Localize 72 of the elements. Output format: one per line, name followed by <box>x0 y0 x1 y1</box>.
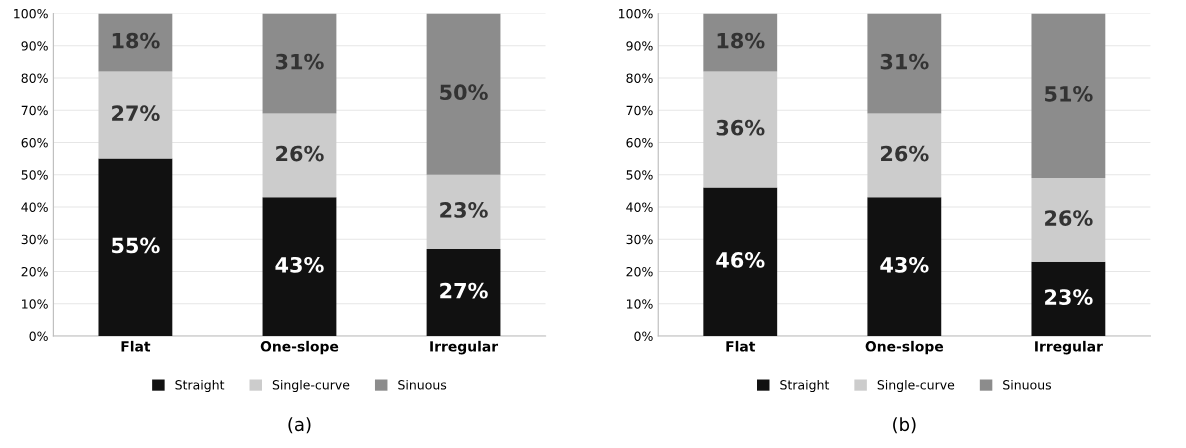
y-tick-label: 80% <box>21 73 48 83</box>
bar <box>703 187 778 336</box>
y-tick-label: 30% <box>626 234 653 245</box>
data-label: 55% <box>112 237 160 254</box>
y-tick-label: 20% <box>626 266 653 277</box>
y-tick-label: 90% <box>21 41 48 51</box>
bar <box>426 248 501 336</box>
data-label: 36% <box>716 119 765 136</box>
y-tick-label: 50% <box>626 170 653 180</box>
data-label: 26% <box>276 145 324 162</box>
bar <box>426 13 501 175</box>
data-label: 31% <box>880 53 929 70</box>
data-label: 43% <box>880 256 929 273</box>
data-label: 27% <box>440 282 488 299</box>
y-tick-label: 60% <box>626 137 653 148</box>
y-tick-label: 10% <box>626 299 653 309</box>
bar <box>867 13 942 114</box>
x-tick-label: Flat <box>726 340 756 352</box>
bar <box>1031 13 1106 178</box>
data-label: 18% <box>112 32 160 49</box>
bar <box>262 13 337 114</box>
bar <box>1031 177 1106 262</box>
data-label: 26% <box>881 145 929 162</box>
y-tick-label: 70% <box>626 105 653 116</box>
bar <box>262 197 337 336</box>
data-label: 51% <box>1045 85 1093 102</box>
x-tick-label: Irregular <box>430 340 499 355</box>
bar <box>262 113 337 198</box>
legend-label: Straight <box>175 379 225 392</box>
bar <box>98 13 173 72</box>
x-tick-label: Flat <box>121 340 151 352</box>
bar <box>867 113 942 198</box>
x-tick-label: One-slope <box>865 340 944 355</box>
y-tick-label: 0% <box>634 331 653 341</box>
y-tick-label: 50% <box>21 170 48 180</box>
y-tick-label: 90% <box>626 41 653 51</box>
bar <box>703 71 778 188</box>
data-label: 23% <box>440 202 488 218</box>
bar <box>98 158 173 336</box>
legend-label: Straight <box>780 379 830 392</box>
bar <box>703 13 778 72</box>
data-label: 31% <box>275 53 324 70</box>
y-tick-label: 20% <box>21 266 48 277</box>
y-tick-label: 100% <box>14 8 48 19</box>
y-tick-label: 80% <box>626 73 653 83</box>
y-tick-label: 30% <box>21 234 48 245</box>
text: (b) <box>893 417 916 434</box>
x-tick-label: One-slope <box>260 340 339 355</box>
y-tick-label: 40% <box>626 202 653 212</box>
data-label: 27% <box>112 105 160 122</box>
legend-label: Sinuous <box>398 379 447 390</box>
legend-label: Sinuous <box>1003 379 1052 390</box>
bar <box>867 197 942 336</box>
data-label: 50% <box>440 84 488 101</box>
legend-label: Single-curve <box>272 379 350 392</box>
bar <box>1031 261 1106 336</box>
y-tick-label: 0% <box>29 331 48 341</box>
data-label: 18% <box>717 32 765 49</box>
data-label: 26% <box>1045 210 1093 226</box>
y-tick-label: 40% <box>21 202 48 212</box>
y-tick-label: 60% <box>21 137 48 148</box>
data-label: 23% <box>1045 289 1093 305</box>
legend-label: Single-curve <box>877 379 955 392</box>
y-tick-label: 100% <box>619 8 653 19</box>
y-tick-label: 70% <box>21 105 48 116</box>
data-label: 43% <box>275 256 324 273</box>
data-label: 46% <box>716 252 765 268</box>
x-tick-label: Irregular <box>1035 340 1103 355</box>
text: (a) <box>288 417 311 434</box>
bar <box>426 174 501 249</box>
bar <box>98 71 173 159</box>
y-tick-label: 10% <box>22 299 48 309</box>
